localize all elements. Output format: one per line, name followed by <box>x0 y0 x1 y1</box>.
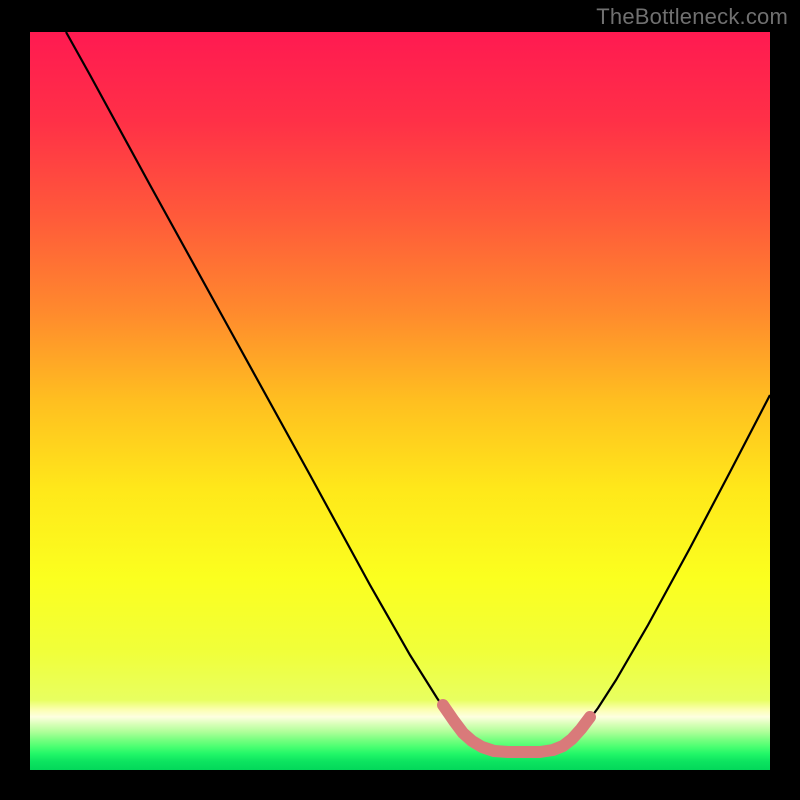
bottleneck-chart <box>0 0 800 800</box>
plot-background <box>30 32 770 770</box>
watermark-text: TheBottleneck.com <box>596 4 788 30</box>
chart-root: TheBottleneck.com <box>0 0 800 800</box>
